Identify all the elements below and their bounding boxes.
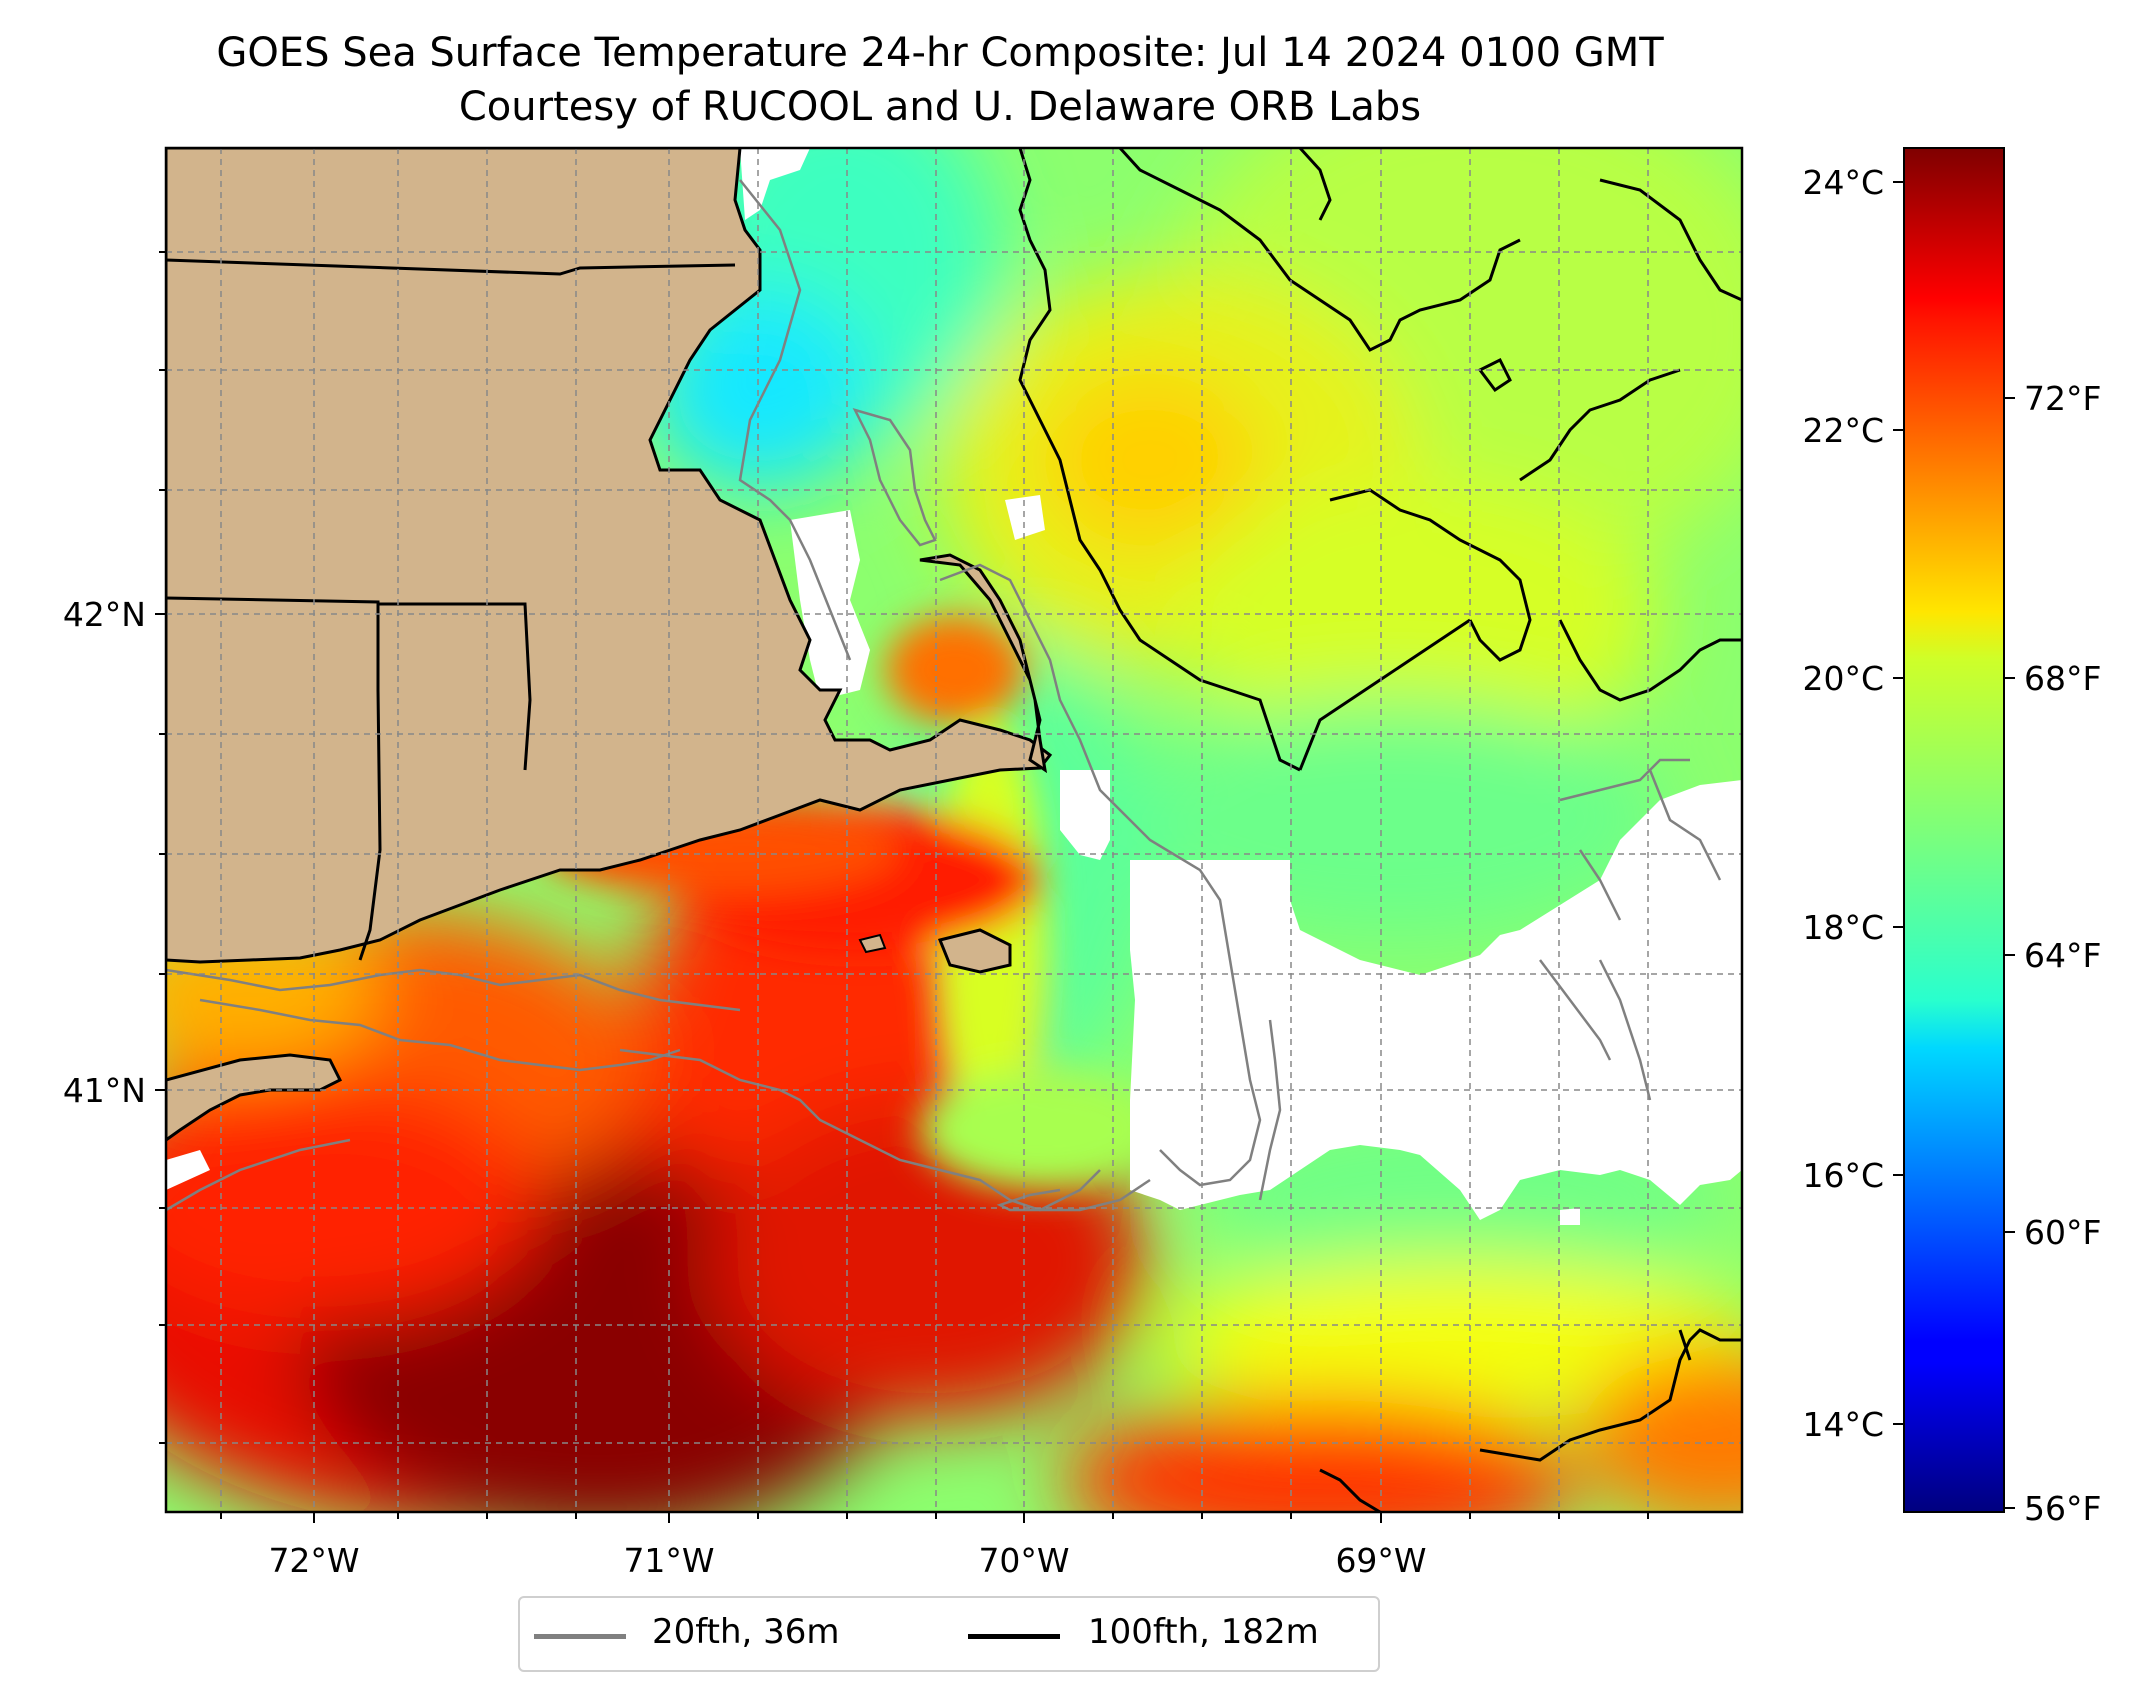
colorbar-gradient [1904, 148, 2004, 1512]
map-area [166, 148, 1742, 1512]
legend-label-100fth: 100fth, 182m [1088, 1612, 1319, 1652]
fahrenheit-tick-label: 68°F [2024, 659, 2101, 698]
chart-title: GOES Sea Surface Temperature 24-hr Compo… [216, 30, 1664, 76]
fahrenheit-tick-label: 72°F [2024, 379, 2101, 418]
latitude-tick-labels: 42°N 41°N [63, 595, 146, 1110]
isobath-100fth [1018, 148, 1742, 1512]
celsius-tick-label: 14°C [1802, 1405, 1884, 1444]
celsius-tick-label: 20°C [1802, 659, 1884, 698]
fahrenheit-tick-label: 60°F [2024, 1213, 2101, 1252]
colorbar: 24°C 22°C 20°C 18°C 16°C 14°C 72°F 68°F … [1802, 147, 2101, 1528]
lon-tick-label: 71°W [623, 1541, 714, 1580]
celsius-tick-label: 16°C [1802, 1156, 1884, 1195]
state-boundaries [166, 258, 736, 961]
celsius-tick-label: 18°C [1802, 908, 1884, 947]
gridlines [166, 148, 1742, 1512]
celsius-tick-label: 24°C [1802, 163, 1884, 202]
lon-tick-label: 69°W [1335, 1541, 1426, 1580]
map-ticks [155, 251, 1649, 1523]
legend-swatch-100fth [968, 1634, 1060, 1639]
chart-subtitle: Courtesy of RUCOOL and U. Delaware ORB L… [458, 84, 1422, 130]
legend: 20fth, 36m 100fth, 182m [518, 1596, 1380, 1672]
longitude-tick-labels: 72°W 71°W 70°W 69°W [268, 1541, 1426, 1580]
lon-tick-label: 72°W [268, 1541, 359, 1580]
fahrenheit-tick-label: 56°F [2024, 1489, 2101, 1528]
cloud-no-data-areas [740, 148, 1742, 1225]
isobath-20fth [166, 179, 1722, 1212]
lat-tick-label: 42°N [63, 595, 146, 634]
lat-tick-label: 41°N [63, 1071, 146, 1110]
colorbar-frame [1903, 147, 2005, 1513]
lon-tick-label: 70°W [978, 1541, 1069, 1580]
fahrenheit-tick-label: 64°F [2024, 936, 2101, 975]
legend-label-20fth: 20fth, 36m [652, 1612, 840, 1652]
celsius-tick-label: 22°C [1802, 411, 1884, 450]
land-areas [166, 148, 1053, 1190]
map-frame [164, 146, 1744, 1514]
legend-swatch-20fth [534, 1634, 626, 1639]
